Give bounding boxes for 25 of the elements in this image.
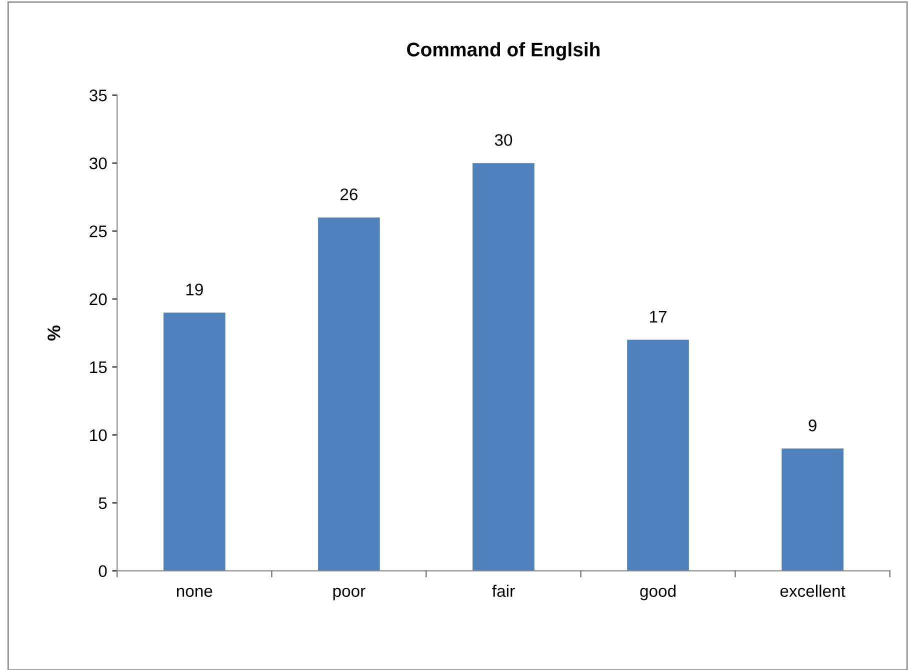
data-label: 17 (650, 310, 666, 322)
data-label: 30 (494, 134, 512, 146)
y-tick-label: 30 (90, 158, 107, 170)
data-label: 19 (186, 284, 203, 296)
x-tick-label: fair (492, 584, 515, 597)
y-axis-title: % (48, 325, 60, 341)
chart-title: Command of Englsih (407, 42, 600, 60)
y-tick-label: 15 (90, 362, 107, 374)
bar (627, 340, 689, 571)
y-tick-label: 0 (98, 565, 107, 578)
data-label: 26 (340, 188, 358, 200)
bar (472, 163, 534, 571)
y-tick-label: 35 (90, 90, 107, 102)
data-label: 9 (808, 420, 816, 432)
x-tick-label: none (176, 588, 212, 597)
y-tick-label: 20 (90, 293, 107, 306)
x-tick-label: poor (333, 588, 366, 600)
bar (318, 217, 380, 571)
x-tick-label: good (640, 584, 676, 600)
bar (163, 312, 226, 571)
y-tick-label: 5 (98, 497, 107, 510)
y-tick-label: 10 (90, 429, 107, 442)
y-tick-label: 25 (90, 225, 107, 238)
x-tick-label: excellent (780, 584, 846, 597)
bar (782, 448, 844, 571)
